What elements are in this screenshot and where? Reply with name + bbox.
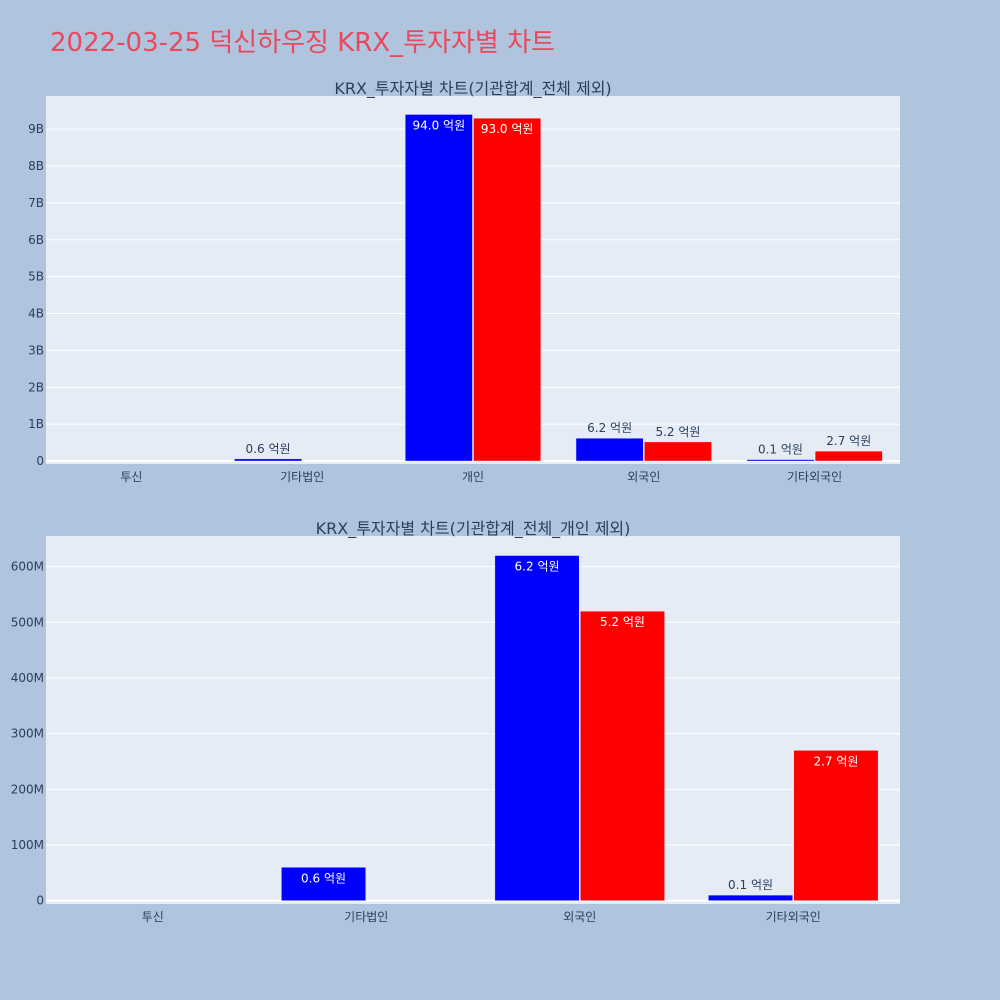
data-label: 0.1 억원 bbox=[728, 878, 773, 892]
data-label: 2.7 억원 bbox=[826, 434, 871, 448]
data-label: 6.2 억원 bbox=[515, 559, 560, 573]
bar-red bbox=[793, 750, 879, 901]
bar-red bbox=[644, 441, 712, 462]
y-tick-label: 3B bbox=[28, 343, 44, 357]
y-tick-label: 300M bbox=[11, 727, 44, 741]
y-tick-label: 0 bbox=[36, 454, 44, 468]
bar-blue bbox=[494, 555, 580, 901]
chart-investor-excl-individual: 0 100M 200M 300M 400M 500M 600M KRX_투자자별 차트(기관합… bbox=[0, 510, 1000, 930]
bar-red bbox=[473, 117, 542, 462]
y-tick-label: 8B bbox=[28, 159, 44, 173]
x-tick-label: 기타법인 bbox=[280, 470, 324, 484]
y-tick-label: 500M bbox=[11, 615, 44, 629]
y-tick-label: 0 bbox=[36, 894, 44, 908]
bar-blue bbox=[404, 114, 473, 462]
chart-title: KRX_투자자별 차트(기관합계_전체_개인 제외) bbox=[316, 519, 631, 539]
plot-area bbox=[46, 536, 900, 904]
y-tick-label: 4B bbox=[28, 307, 44, 321]
data-label: 6.2 억원 bbox=[587, 421, 632, 435]
chart-investor-total-svg: 0 1B 2B 3B 4B 5B 6B 7B 8B 9B KRX_투자자별 차트(기관합계_전체 제… bbox=[28, 79, 900, 484]
x-tick-label: 외국인 bbox=[563, 910, 596, 924]
data-label: 0.6 억원 bbox=[246, 442, 291, 456]
bar-blue bbox=[746, 459, 815, 462]
x-tick-label: 개인 bbox=[462, 470, 484, 484]
plot-area bbox=[46, 96, 900, 464]
data-label: 0.6 억원 bbox=[301, 871, 346, 885]
y-tick-label: 5B bbox=[28, 270, 44, 284]
data-label: 94.0 억원 bbox=[413, 118, 466, 132]
x-tick-label: 기타외국인 bbox=[787, 470, 842, 484]
x-tick-label: 투신 bbox=[142, 910, 164, 924]
chart-investor-excl-individual-svg: 0 100M 200M 300M 400M 500M 600M KRX_투자자별 차트(기관합… bbox=[11, 519, 900, 924]
y-tick-label: 100M bbox=[11, 838, 44, 852]
y-tick-label: 400M bbox=[11, 671, 44, 685]
x-tick-label: 기타외국인 bbox=[766, 910, 821, 924]
data-label: 5.2 억원 bbox=[600, 615, 645, 629]
x-tick-label: 기타법인 bbox=[344, 910, 388, 924]
x-tick-label: 투신 bbox=[120, 470, 142, 484]
y-tick-label: 6B bbox=[28, 233, 44, 247]
data-label: 5.2 억원 bbox=[655, 425, 700, 439]
bar-blue bbox=[234, 458, 302, 462]
chart-investor-total: 0 1B 2B 3B 4B 5B 6B 7B 8B 9B KRX_투자자별 차트(기관합계_전체 제… bbox=[0, 70, 1000, 490]
bar-blue bbox=[708, 894, 793, 901]
y-tick-label: 7B bbox=[28, 196, 44, 210]
y-tick-label: 200M bbox=[11, 782, 44, 796]
bar-blue bbox=[281, 867, 367, 901]
data-label: 93.0 억원 bbox=[481, 122, 534, 136]
y-tick-label: 2B bbox=[28, 380, 44, 394]
y-tick-label: 9B bbox=[28, 122, 44, 136]
data-label: 0.1 억원 bbox=[758, 443, 803, 457]
bar-blue bbox=[575, 437, 644, 462]
x-tick-label: 외국인 bbox=[627, 470, 660, 484]
chart-title: KRX_투자자별 차트(기관합계_전체 제외) bbox=[334, 79, 611, 99]
page-title: 2022-03-25 덕신하우징 KRX_투자자별 차트 bbox=[50, 28, 555, 58]
y-tick-label: 1B bbox=[28, 417, 44, 431]
bar-red bbox=[814, 450, 883, 462]
y-tick-label: 600M bbox=[11, 560, 44, 574]
bar-red bbox=[580, 610, 665, 901]
data-label: 2.7 억원 bbox=[813, 754, 858, 768]
